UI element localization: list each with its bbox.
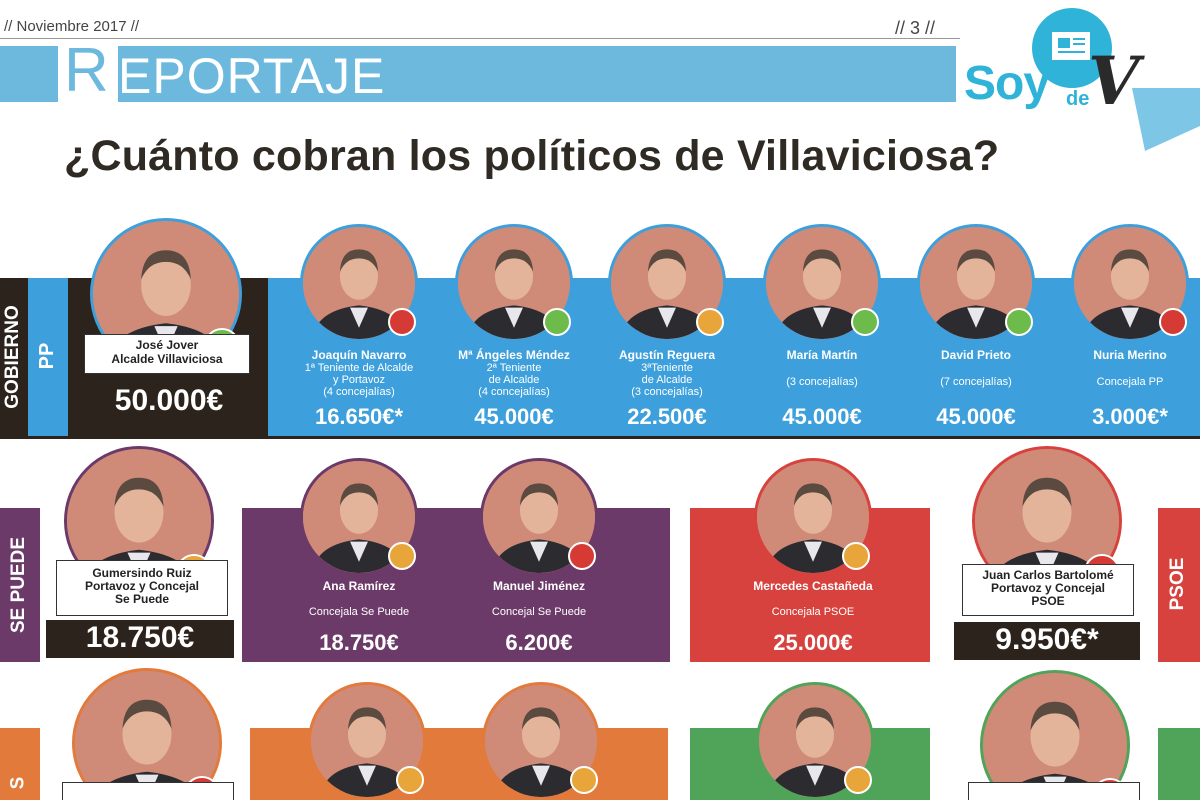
juan-carlos-bartolome-name: Juan Carlos Bartolomé Portavoz y Concejal… [982, 568, 1114, 608]
gobierno-member-5-photo [917, 224, 1035, 342]
row3-member-1-status-dot [396, 766, 424, 794]
gobierno-member-4-role: (3 concejalías) [786, 376, 858, 388]
psoe-side-band [1158, 508, 1200, 662]
juan-carlos-bartolome-salary: 9.950€* [995, 623, 1099, 656]
gobierno-member-4-name: María Martín [786, 348, 858, 362]
row3-leader-label [62, 782, 234, 800]
psoe-member-1-portrait-icon [757, 461, 869, 573]
sepuede-member-2-role: Concejal Se Puede [491, 606, 587, 618]
section-band-right [118, 46, 956, 102]
page-title: ¿Cuánto cobran los políticos de Villavic… [64, 132, 1000, 180]
psoe-member-1-role: Concejala PSOE [771, 606, 855, 618]
psoe-member-1-name: Mercedes Castañeda [753, 579, 873, 593]
jose-jover-name: José Jover [135, 338, 199, 352]
gobierno-rule [0, 436, 1200, 439]
gumersindo-ruiz-salary: 18.750€ [85, 621, 195, 654]
section-band-left [0, 46, 58, 102]
pp-side-band [28, 278, 68, 436]
gumersindo-ruiz-name: Gumersindo Ruiz Portavoz y Concejal Se Pue… [84, 566, 200, 606]
header-rule [0, 38, 960, 39]
gobierno-member-3-salary: 22.500€ [627, 404, 707, 429]
gobierno-label: GOBIERNO [2, 305, 23, 409]
juan-carlos-bartolome-label: Juan Carlos Bartolomé Portavoz y Concejal… [962, 564, 1134, 616]
row3-label: S [7, 776, 29, 790]
row3-green-side-band [1158, 728, 1200, 800]
row3-leader-photo [72, 668, 222, 800]
jose-jover-salary: 50.000€ [114, 384, 224, 417]
sepuede-member-1-role: Concejala Se Puede [308, 606, 410, 618]
gobierno-member-6-role: Concejala PP [1096, 376, 1164, 388]
sepuede-member-2-status-dot [568, 542, 596, 570]
gobierno-member-1-role: 1ª Teniente de Alcalde y Portavoz (4 conce… [304, 362, 414, 398]
gobierno-side-band [0, 278, 28, 436]
soydev-logo: Soy de V [960, 6, 1200, 156]
sepuede-member-2-salary: 6.200€ [505, 630, 573, 655]
gobierno-member-2-photo [455, 224, 573, 342]
gobierno-member-3-name: Agustín Reguera [618, 348, 715, 362]
gobierno-member-2-role: 2ª Teniente de Alcalde (4 concejalías) [478, 362, 550, 398]
gobierno-member-5-salary: 45.000€ [936, 404, 1016, 429]
psoe-member-1-salary: 25.000€ [773, 630, 853, 655]
sepuede-member-1-status-dot [388, 542, 416, 570]
gumersindo-ruiz-salary-box [46, 620, 234, 658]
sepuede-member-2-name: Manuel Jiménez [492, 579, 586, 593]
gobierno-member-2-salary: 45.000€ [474, 404, 554, 429]
sepuede-member-1-name: Ana Ramírez [322, 579, 396, 593]
gobierno-member-6-salary: 3.000€* [1092, 404, 1168, 429]
logo-soy: Soy [964, 57, 1050, 110]
psoe-member-1-photo [754, 458, 872, 576]
row3-member-2-status-dot [570, 766, 598, 794]
page-number: // 3 // [895, 18, 936, 38]
jose-jover-role: Alcalde Villaviciosa [111, 352, 223, 366]
gobierno-panel [268, 278, 1200, 436]
row3-member-2-portrait-icon [485, 685, 597, 797]
logo-v: V [1088, 42, 1140, 120]
pp-label: PP [36, 342, 58, 370]
gumersindo-ruiz-label: Gumersindo Ruiz Portavoz y Concejal Se Pue… [56, 560, 228, 616]
row3-member-1-photo [308, 682, 426, 800]
row3-side-band [0, 728, 40, 800]
gobierno-member-3-photo [608, 224, 726, 342]
gobierno-member-2-name: Mª Ángeles Méndez [458, 348, 570, 362]
sepuede-label: SE PUEDE [8, 536, 29, 634]
gobierno-member-6-name: Nuria Merino [1093, 348, 1167, 362]
gobierno-member-1-photo [300, 224, 418, 342]
sepuede-member-1-portrait-icon [303, 461, 415, 573]
section-title: EPORTAJE [118, 48, 386, 104]
logo-de: de [1066, 88, 1090, 110]
gobierno-member-5-role: (7 concejalías) [940, 376, 1012, 388]
row3-member-4-label [968, 782, 1140, 800]
logo-graphic [1032, 8, 1200, 151]
gobierno-member-1-name: Joaquín Navarro [311, 348, 407, 362]
section-initial: R [64, 36, 109, 105]
gobierno-member-2-status-dot [543, 308, 571, 336]
gobierno-member-3-role: 3ªTeniente de Alcalde (3 concejalías) [631, 362, 703, 398]
gobierno-member-5-name: David Prieto [940, 348, 1012, 362]
issue-date: // Noviembre 2017 // [4, 18, 140, 35]
gobierno-member-1-status-dot [388, 308, 416, 336]
jose-jover-label: José Jover Alcalde Villaviciosa [84, 334, 250, 374]
gobierno-member-3-status-dot [696, 308, 724, 336]
psoe-label: PSOE [1167, 557, 1188, 611]
gobierno-member-6-status-dot [1159, 308, 1187, 336]
psoe-member-1-status-dot [842, 542, 870, 570]
gobierno-member-1-salary: 16.650€* [314, 404, 404, 429]
juan-carlos-bartolome-salary-box [954, 622, 1140, 660]
gobierno-member-4-status-dot [851, 308, 879, 336]
row3-member-3-status-dot [844, 766, 872, 794]
gobierno-member-5-status-dot [1005, 308, 1033, 336]
sepuede-member-1-salary: 18.750€ [319, 630, 399, 655]
sepuede-member-2-portrait-icon [483, 461, 595, 573]
sepuede-side-band [0, 508, 40, 662]
gobierno-member-4-salary: 45.000€ [782, 404, 862, 429]
gobierno-member-2-portrait-icon [458, 227, 570, 339]
